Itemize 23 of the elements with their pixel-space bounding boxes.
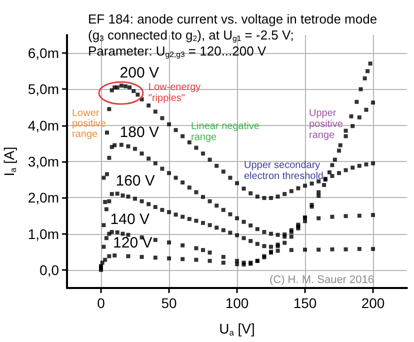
- y-tick-label: 6,0m: [28, 45, 59, 62]
- series-label: 120 V: [113, 234, 152, 252]
- x-tick-label: 200: [361, 295, 385, 311]
- annotation: Upper positive range: [309, 108, 344, 141]
- x-tick-label: 50: [161, 295, 177, 311]
- y-tick-label: 1,0m: [28, 226, 59, 242]
- y-tick-label: 3,0m: [28, 154, 59, 170]
- series-label: 140 V: [110, 210, 150, 228]
- y-tick-label: 2,0m: [28, 190, 59, 206]
- annotation: Low-energy "ripples": [148, 82, 201, 104]
- series-label: 180 V: [120, 124, 159, 141]
- x-tick-label: 150: [293, 295, 317, 311]
- annotation: Lower positive range: [72, 108, 106, 140]
- annotation: Linear negative range: [191, 121, 260, 143]
- x-tick-label: 100: [225, 295, 249, 311]
- y-axis-title: Ia [A]: [1, 146, 18, 176]
- series-label: 200 V: [120, 64, 159, 82]
- y-tick-label: 0,0: [40, 262, 60, 278]
- series-label: 160 V: [116, 172, 155, 190]
- y-tick-label: 5,0m: [28, 81, 59, 98]
- y-tick-label: 4,0m: [28, 117, 59, 134]
- annotation: Upper secondary electron threshold: [244, 160, 324, 182]
- x-tick-label: 0: [97, 295, 106, 311]
